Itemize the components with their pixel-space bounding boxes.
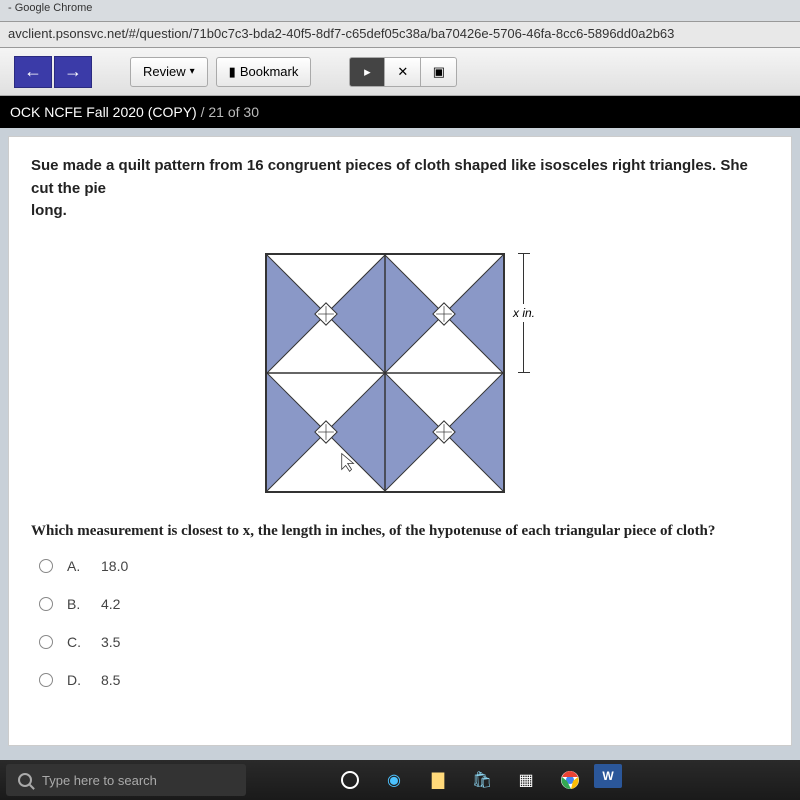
quilt-figure <box>265 253 505 493</box>
explorer-icon[interactable]: ▇ <box>418 764 458 796</box>
exam-title: OCK NCFE Fall 2020 (COPY) <box>10 104 197 120</box>
dim-label: x in. <box>513 304 535 322</box>
followup-text: Which measurement is closest to x, the l… <box>31 523 769 540</box>
pointer-tool[interactable]: ▸ <box>349 57 385 87</box>
exam-header: OCK NCFE Fall 2020 (COPY) / 21 of 30 <box>0 96 800 128</box>
radio-icon[interactable] <box>39 597 53 611</box>
answer-option[interactable]: D. 8.5 <box>39 672 769 688</box>
url-bar[interactable]: avclient.psonsvc.net/#/question/71b0c7c3… <box>0 22 800 48</box>
figure-area: x in. <box>31 253 769 493</box>
chrome-icon[interactable] <box>550 764 590 796</box>
search-placeholder: Type here to search <box>42 773 157 788</box>
exam-sep: / <box>197 104 209 120</box>
word-icon[interactable]: W <box>594 764 622 788</box>
url-text: avclient.psonsvc.net/#/question/71b0c7c3… <box>8 26 674 41</box>
app-toolbar: ← → Review▾ ▮ Bookmark ▸ ✕ ▣ <box>0 48 800 96</box>
radio-icon[interactable] <box>39 635 53 649</box>
question-text: Sue made a quilt pattern from 16 congrue… <box>31 155 769 223</box>
answer-option[interactable]: B. 4.2 <box>39 596 769 612</box>
answer-option[interactable]: A. 18.0 <box>39 558 769 574</box>
exam-progress: 21 of 30 <box>208 104 259 120</box>
forward-button[interactable]: → <box>54 56 92 88</box>
cortana-icon[interactable] <box>330 764 370 796</box>
bookmark-button[interactable]: ▮ Bookmark <box>216 57 312 87</box>
search-icon <box>18 773 32 787</box>
tab-title: - Google Chrome <box>8 2 92 14</box>
app-icon[interactable]: ▦ <box>506 764 546 796</box>
bookmark-icon: ▮ <box>229 64 236 80</box>
taskbar-search[interactable]: Type here to search <box>6 764 246 796</box>
radio-icon[interactable] <box>39 559 53 573</box>
windows-taskbar: Type here to search ◉ ▇ 🛍 ▦ W <box>0 760 800 800</box>
review-button[interactable]: Review▾ <box>130 57 208 87</box>
calc-tool[interactable]: ▣ <box>421 57 457 87</box>
browser-tab-bar: - Google Chrome <box>0 0 800 22</box>
answer-list: A. 18.0 B. 4.2 C. 3.5 D. 8.5 <box>31 558 769 688</box>
close-tool[interactable]: ✕ <box>385 57 421 87</box>
edge-icon[interactable]: ◉ <box>374 764 414 796</box>
radio-icon[interactable] <box>39 673 53 687</box>
back-button[interactable]: ← <box>14 56 52 88</box>
dimension-indicator: x in. <box>513 253 535 373</box>
store-icon[interactable]: 🛍 <box>462 764 502 796</box>
question-panel: Sue made a quilt pattern from 16 congrue… <box>8 136 792 746</box>
answer-option[interactable]: C. 3.5 <box>39 634 769 650</box>
